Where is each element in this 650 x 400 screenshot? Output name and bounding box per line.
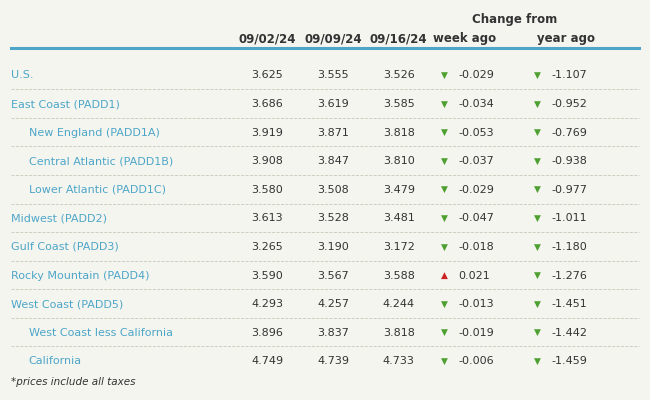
Text: 09/09/24: 09/09/24 bbox=[305, 32, 362, 45]
Text: ▼: ▼ bbox=[534, 185, 540, 194]
Text: 3.590: 3.590 bbox=[252, 270, 283, 280]
Text: ▼: ▼ bbox=[441, 328, 447, 337]
Text: -0.019: -0.019 bbox=[458, 328, 494, 338]
Text: ▼: ▼ bbox=[534, 157, 540, 166]
Text: ▼: ▼ bbox=[534, 300, 540, 309]
Text: 3.818: 3.818 bbox=[383, 128, 415, 138]
Text: West Coast (PADD5): West Coast (PADD5) bbox=[10, 299, 123, 309]
Text: 3.528: 3.528 bbox=[317, 214, 349, 224]
Text: ▼: ▼ bbox=[441, 157, 447, 166]
Text: -1.011: -1.011 bbox=[551, 214, 587, 224]
Text: ▼: ▼ bbox=[534, 71, 540, 80]
Text: 3.625: 3.625 bbox=[252, 70, 283, 80]
Text: 09/02/24: 09/02/24 bbox=[239, 32, 296, 45]
Text: Change from: Change from bbox=[473, 14, 558, 26]
Text: 3.847: 3.847 bbox=[317, 156, 349, 166]
Text: 4.749: 4.749 bbox=[251, 356, 283, 366]
Text: Lower Atlantic (PADD1C): Lower Atlantic (PADD1C) bbox=[29, 185, 166, 195]
Text: -1.180: -1.180 bbox=[551, 242, 587, 252]
Text: ▼: ▼ bbox=[534, 128, 540, 137]
Text: 3.837: 3.837 bbox=[317, 328, 349, 338]
Text: 3.580: 3.580 bbox=[252, 185, 283, 195]
Text: 3.871: 3.871 bbox=[317, 128, 349, 138]
Text: Rocky Mountain (PADD4): Rocky Mountain (PADD4) bbox=[10, 270, 149, 280]
Text: -0.029: -0.029 bbox=[458, 70, 495, 80]
Text: 3.190: 3.190 bbox=[317, 242, 349, 252]
Text: -1.451: -1.451 bbox=[551, 299, 587, 309]
Text: New England (PADD1A): New England (PADD1A) bbox=[29, 128, 159, 138]
Text: -0.938: -0.938 bbox=[551, 156, 588, 166]
Text: 3.526: 3.526 bbox=[383, 70, 415, 80]
Text: ▲: ▲ bbox=[441, 271, 447, 280]
Text: 3.613: 3.613 bbox=[252, 214, 283, 224]
Text: 3.172: 3.172 bbox=[383, 242, 415, 252]
Text: -0.977: -0.977 bbox=[551, 185, 588, 195]
Text: -0.047: -0.047 bbox=[458, 214, 495, 224]
Text: -1.107: -1.107 bbox=[551, 70, 587, 80]
Text: Midwest (PADD2): Midwest (PADD2) bbox=[10, 214, 107, 224]
Text: ▼: ▼ bbox=[441, 242, 447, 252]
Text: ▼: ▼ bbox=[534, 214, 540, 223]
Text: West Coast less California: West Coast less California bbox=[29, 328, 172, 338]
Text: -0.006: -0.006 bbox=[458, 356, 494, 366]
Text: ▼: ▼ bbox=[441, 185, 447, 194]
Text: -0.769: -0.769 bbox=[551, 128, 588, 138]
Text: 4.733: 4.733 bbox=[383, 356, 415, 366]
Text: 3.810: 3.810 bbox=[383, 156, 415, 166]
Text: 3.818: 3.818 bbox=[383, 328, 415, 338]
Text: Central Atlantic (PADD1B): Central Atlantic (PADD1B) bbox=[29, 156, 173, 166]
Text: -0.029: -0.029 bbox=[458, 185, 495, 195]
Text: -1.276: -1.276 bbox=[551, 270, 588, 280]
Text: 3.555: 3.555 bbox=[318, 70, 349, 80]
Text: ▼: ▼ bbox=[441, 300, 447, 309]
Text: U.S.: U.S. bbox=[10, 70, 33, 80]
Text: ▼: ▼ bbox=[534, 242, 540, 252]
Text: -0.034: -0.034 bbox=[458, 99, 494, 109]
Text: 3.908: 3.908 bbox=[252, 156, 283, 166]
Text: -0.952: -0.952 bbox=[551, 99, 588, 109]
Text: ▼: ▼ bbox=[534, 357, 540, 366]
Text: -0.018: -0.018 bbox=[458, 242, 494, 252]
Text: 3.588: 3.588 bbox=[383, 270, 415, 280]
Text: -0.013: -0.013 bbox=[458, 299, 494, 309]
Text: *prices include all taxes: *prices include all taxes bbox=[10, 377, 135, 387]
Text: California: California bbox=[29, 356, 82, 366]
Text: 3.265: 3.265 bbox=[252, 242, 283, 252]
Text: ▼: ▼ bbox=[441, 100, 447, 108]
Text: 3.686: 3.686 bbox=[252, 99, 283, 109]
Text: -0.053: -0.053 bbox=[458, 128, 494, 138]
Text: -1.442: -1.442 bbox=[551, 328, 588, 338]
Text: -1.459: -1.459 bbox=[551, 356, 588, 366]
Text: 4.293: 4.293 bbox=[252, 299, 283, 309]
Text: East Coast (PADD1): East Coast (PADD1) bbox=[10, 99, 120, 109]
Text: ▼: ▼ bbox=[441, 128, 447, 137]
Text: year ago: year ago bbox=[537, 32, 595, 45]
Text: 3.481: 3.481 bbox=[383, 214, 415, 224]
Text: ▼: ▼ bbox=[441, 71, 447, 80]
Text: 09/16/24: 09/16/24 bbox=[370, 32, 428, 45]
Text: 3.585: 3.585 bbox=[383, 99, 415, 109]
Text: 4.257: 4.257 bbox=[317, 299, 349, 309]
Text: ▼: ▼ bbox=[441, 357, 447, 366]
Text: 4.244: 4.244 bbox=[383, 299, 415, 309]
Text: -0.037: -0.037 bbox=[458, 156, 494, 166]
Text: ▼: ▼ bbox=[441, 214, 447, 223]
Text: 0.021: 0.021 bbox=[458, 270, 490, 280]
Text: Gulf Coast (PADD3): Gulf Coast (PADD3) bbox=[10, 242, 118, 252]
Text: 3.919: 3.919 bbox=[252, 128, 283, 138]
Text: 3.567: 3.567 bbox=[317, 270, 349, 280]
Text: ▼: ▼ bbox=[534, 100, 540, 108]
Text: ▼: ▼ bbox=[534, 271, 540, 280]
Text: ▼: ▼ bbox=[534, 328, 540, 337]
Text: 4.739: 4.739 bbox=[317, 356, 349, 366]
Text: week ago: week ago bbox=[433, 32, 496, 45]
Text: 3.479: 3.479 bbox=[383, 185, 415, 195]
Text: 3.896: 3.896 bbox=[252, 328, 283, 338]
Text: 3.619: 3.619 bbox=[317, 99, 349, 109]
Text: 3.508: 3.508 bbox=[317, 185, 349, 195]
